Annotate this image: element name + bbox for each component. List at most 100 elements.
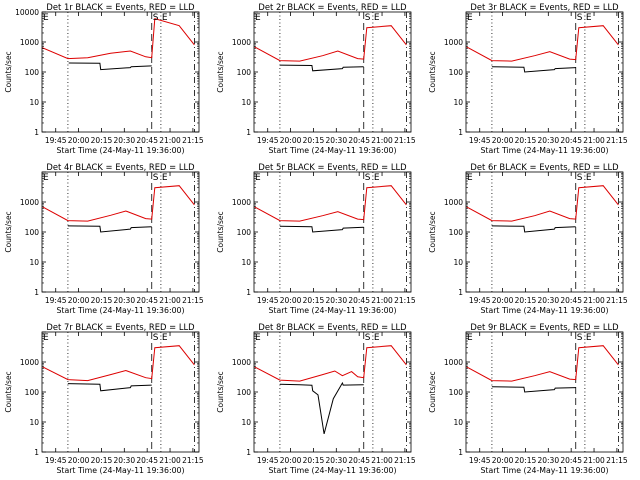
y-axis-title: Counts/sec — [216, 51, 225, 92]
y-tick-label: 10000 — [15, 8, 39, 17]
y-tick-label: 1 — [246, 448, 251, 457]
event-marker-label: S — [153, 13, 159, 23]
x-tick-label: 20:45 — [348, 296, 370, 305]
lld-series-line — [466, 25, 619, 62]
x-tick-label: 20:15 — [91, 136, 113, 145]
event-marker-label: E — [467, 173, 473, 183]
plot-frame — [41, 11, 200, 133]
y-tick-label: 100 — [449, 228, 464, 237]
y-tick-label: 1000 — [444, 358, 463, 367]
events-series-line — [68, 62, 152, 71]
x-tick-label: 19:45 — [45, 456, 67, 465]
event-marker-label: E — [162, 13, 168, 23]
x-tick-label: 19:45 — [469, 456, 491, 465]
y-tick-label: 1000 — [20, 358, 39, 367]
y-tick-label: 1000 — [444, 38, 463, 47]
x-tick-label: 20:30 — [537, 456, 559, 465]
x-axis-title: Start Time (24-May-11 19:36:00) — [480, 466, 608, 475]
x-tick-label: 21:15 — [394, 296, 416, 305]
y-axis-title: Counts/sec — [216, 371, 225, 412]
plot-frame — [253, 11, 412, 133]
x-tick-label: 20:45 — [136, 456, 158, 465]
event-marker-label: E — [255, 333, 261, 343]
y-tick-label: 1000 — [232, 358, 251, 367]
x-tick-label: 21:00 — [159, 136, 181, 145]
x-tick-label: 21:00 — [371, 296, 393, 305]
x-tick-label: 20:15 — [91, 456, 113, 465]
x-tick-label: 20:30 — [537, 136, 559, 145]
event-marker-label: E — [43, 13, 49, 23]
x-tick-label: 21:15 — [606, 296, 628, 305]
y-tick-label: 1 — [458, 448, 463, 457]
x-tick-label: 20:30 — [113, 136, 135, 145]
y-tick-label: 10 — [29, 98, 39, 107]
panel-title: Det 8r BLACK = Events, RED = LLD — [258, 322, 406, 332]
x-tick-label: 21:00 — [159, 456, 181, 465]
y-axis-title: Counts/sec — [216, 211, 225, 252]
x-axis-title: Start Time (24-May-11 19:36:00) — [480, 306, 608, 315]
event-marker-label: S — [153, 333, 159, 343]
plot-frame — [41, 331, 200, 453]
plot-frame — [465, 11, 624, 133]
plot-frame — [253, 171, 412, 293]
x-tick-label: 20:15 — [515, 456, 537, 465]
x-tick-label: 20:00 — [492, 136, 514, 145]
x-tick-label: 20:15 — [303, 456, 325, 465]
x-tick-label: 20:45 — [348, 456, 370, 465]
x-axis-title: Start Time (24-May-11 19:36:00) — [56, 306, 184, 315]
x-tick-label: 20:30 — [537, 296, 559, 305]
event-marker-label: E — [586, 173, 592, 183]
lld-series-line — [254, 185, 407, 222]
x-tick-label: 19:45 — [469, 296, 491, 305]
x-tick-label: 20:00 — [280, 456, 302, 465]
event-marker-label: S — [365, 333, 371, 343]
x-tick-label: 21:15 — [606, 456, 628, 465]
y-tick-label: 10 — [453, 98, 463, 107]
panel-title: Det 1r BLACK = Events, RED = LLD — [46, 2, 194, 12]
x-tick-label: 21:15 — [182, 296, 204, 305]
x-tick-label: 21:00 — [371, 136, 393, 145]
x-tick-label: 20:30 — [325, 456, 347, 465]
event-marker-label: S — [577, 333, 583, 343]
x-tick-label: 20:30 — [113, 456, 135, 465]
event-marker-label: S — [577, 173, 583, 183]
plot-frame — [465, 171, 624, 293]
x-tick-label: 20:00 — [68, 456, 90, 465]
x-tick-label: 21:00 — [583, 136, 605, 145]
events-series-line — [279, 381, 364, 435]
y-tick-label: 100 — [449, 68, 464, 77]
event-marker-label: E — [374, 173, 380, 183]
x-tick-label: 19:45 — [469, 136, 491, 145]
x-tick-label: 20:45 — [348, 136, 370, 145]
event-marker-label: E — [586, 333, 592, 343]
event-marker-label: S — [577, 13, 583, 23]
y-tick-label: 100 — [237, 388, 252, 397]
y-tick-label: 100 — [25, 388, 40, 397]
event-marker-label: E — [43, 173, 49, 183]
events-series-line — [279, 225, 364, 233]
panel-title: Det 5r BLACK = Events, RED = LLD — [258, 162, 406, 172]
events-series-line — [67, 383, 152, 392]
event-marker-label: E — [43, 333, 49, 343]
x-tick-label: 21:15 — [394, 456, 416, 465]
panel-title: Det 6r BLACK = Events, RED = LLD — [470, 162, 618, 172]
plot-frame — [253, 331, 412, 453]
x-tick-label: 19:45 — [257, 136, 279, 145]
x-tick-label: 20:15 — [303, 136, 325, 145]
x-axis-title: Start Time (24-May-11 19:36:00) — [56, 146, 184, 155]
x-tick-label: 20:45 — [560, 456, 582, 465]
event-marker-label: E — [255, 173, 261, 183]
y-tick-label: 10 — [241, 258, 251, 267]
x-tick-label: 21:00 — [159, 296, 181, 305]
y-axis-title: Counts/sec — [428, 51, 437, 92]
lld-series-line — [254, 345, 407, 382]
x-tick-label: 20:30 — [325, 296, 347, 305]
event-marker-label: E — [255, 13, 261, 23]
x-tick-label: 21:00 — [583, 456, 605, 465]
x-tick-label: 21:00 — [583, 296, 605, 305]
